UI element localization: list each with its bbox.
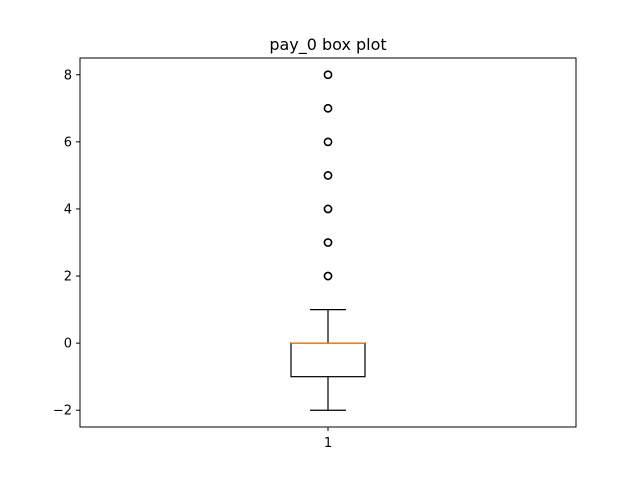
y-tick-label: 4	[64, 202, 72, 217]
plot-area: −2 0 2 4 6 8 1	[53, 57, 577, 451]
outlier-point	[323, 271, 333, 281]
y-tick-label: 8	[64, 68, 72, 83]
outlier-point	[323, 204, 333, 214]
chart-title: pay_0 box plot	[269, 35, 386, 55]
outlier-point	[323, 137, 333, 147]
outlier-point	[323, 171, 333, 180]
y-tick-label: −2	[53, 404, 72, 419]
y-tick-label: 6	[64, 135, 72, 150]
y-tick-label: 0	[64, 337, 72, 352]
outlier-point	[323, 238, 333, 247]
y-tick-label: 2	[64, 270, 72, 285]
outlier-point	[323, 70, 333, 80]
iqr-box	[290, 342, 366, 378]
outlier-point	[323, 103, 333, 113]
x-tick-label: 1	[324, 436, 332, 451]
axes-frame	[79, 57, 577, 428]
